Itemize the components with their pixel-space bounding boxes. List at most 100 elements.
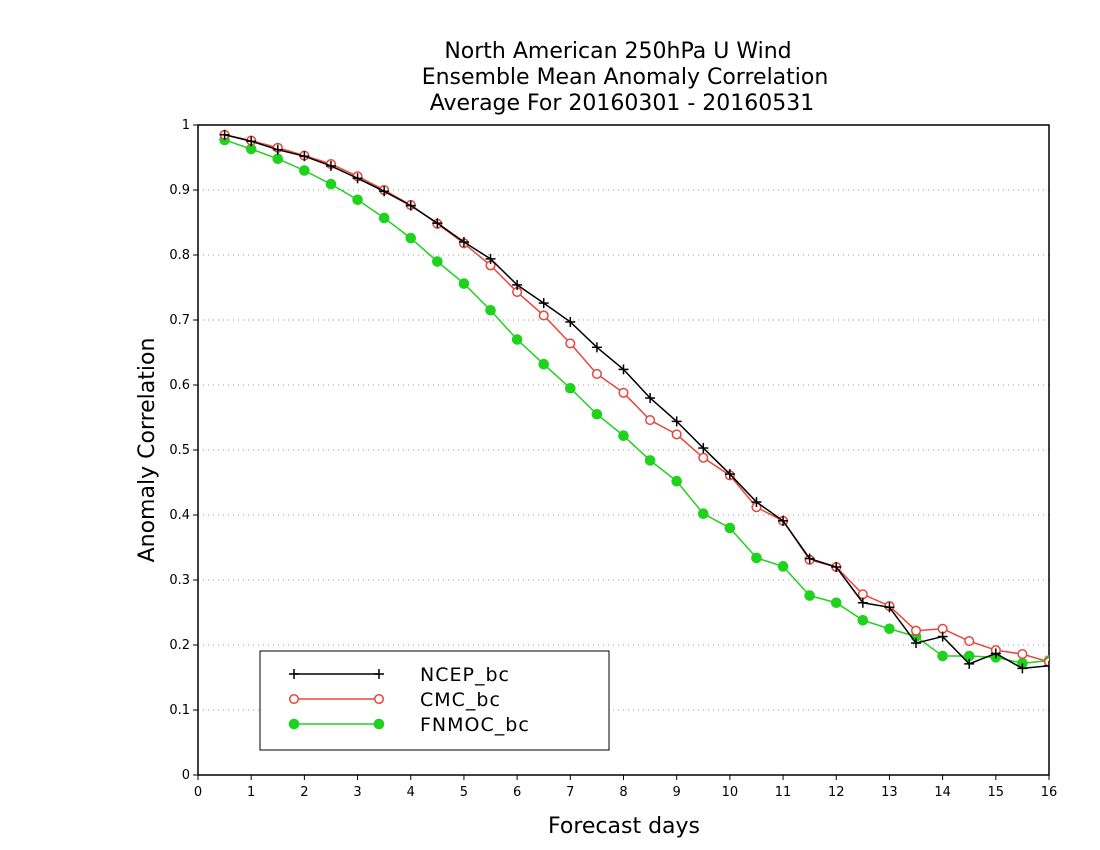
data-point [724, 469, 735, 480]
x-tick-label: 1 [247, 785, 255, 800]
legend-marker [374, 669, 384, 679]
data-point [299, 151, 310, 162]
data-point [964, 636, 975, 647]
legend-marker [289, 669, 299, 679]
x-tick-label: 3 [353, 785, 361, 800]
data-point [565, 382, 576, 394]
data-point [644, 455, 656, 466]
data-point [751, 497, 762, 507]
data-point [272, 144, 283, 155]
data-point [485, 253, 496, 264]
legend-entry: FNMOC_bc [288, 714, 530, 736]
data-point [777, 561, 789, 572]
data-point [538, 358, 550, 370]
data-point [432, 218, 443, 229]
grid-lines [198, 189, 1049, 711]
chart-title-line-1: North American 250hPa U Wind [444, 39, 791, 64]
y-tick-label: 0.1 [169, 703, 190, 718]
data-point [937, 650, 948, 662]
legend-box [259, 650, 610, 751]
data-point [804, 590, 815, 601]
x-tick-label: 15 [988, 785, 1005, 800]
data-point [804, 553, 815, 564]
data-point [405, 232, 417, 244]
y-tick-label: 0.6 [169, 378, 190, 393]
x-tick-label: 5 [460, 785, 468, 800]
data-point [751, 552, 762, 564]
data-point [964, 658, 975, 669]
data-point [1017, 649, 1028, 660]
data-point [458, 278, 470, 289]
x-tick-label: 7 [566, 785, 574, 800]
x-tick-label: 16 [1041, 785, 1058, 800]
plot-frame [197, 124, 1050, 776]
data-point [538, 310, 549, 321]
data-point [698, 443, 709, 454]
data-point [1044, 660, 1049, 671]
data-point [458, 237, 469, 247]
data-point [857, 597, 868, 608]
y-tick-label: 1 [182, 118, 190, 133]
data-point [511, 334, 523, 345]
series-ncep-bc [219, 129, 1049, 674]
data-point [671, 475, 682, 487]
data-point [1017, 663, 1028, 674]
data-point [565, 338, 576, 349]
data-point [485, 304, 496, 316]
x-tick-label: 8 [619, 785, 627, 800]
x-tick-label: 13 [881, 785, 898, 800]
data-point [697, 508, 709, 520]
y-axis-title: Anomaly Correlation [135, 338, 160, 563]
data-point [910, 625, 922, 636]
data-point [565, 316, 576, 327]
chart-title-line-2: Ensemble Mean Anomaly Correlation [422, 65, 829, 90]
data-point [937, 631, 948, 642]
series-line [224, 134, 1049, 670]
data-point [618, 430, 629, 442]
x-tick-label: 6 [513, 785, 521, 800]
series-fnmoc-bc [219, 134, 1049, 669]
legend-marker [288, 718, 300, 730]
x-tick-label: 2 [300, 785, 308, 800]
data-point [830, 597, 842, 609]
y-tick-label: 0 [182, 768, 190, 783]
data-point [352, 173, 363, 184]
legend-entry: CMC_bc [288, 689, 500, 711]
data-point [405, 200, 416, 211]
data-point [325, 160, 336, 171]
y-tick-label: 0.5 [169, 443, 190, 458]
y-tick-label: 0.4 [169, 508, 190, 523]
legend-label: NCEP_bc [420, 664, 510, 686]
legend-label: FNMOC_bc [420, 714, 530, 736]
series-lines [219, 129, 1049, 674]
chart-title: North American 250hPa U Wind Ensemble Me… [422, 39, 829, 116]
data-point [379, 186, 390, 197]
legend-marker [373, 718, 385, 730]
data-point [219, 129, 230, 140]
legend: NCEP_bc CMC_bc FNMOC_bc [259, 650, 610, 751]
data-point [618, 364, 629, 375]
data-point [645, 393, 656, 403]
data-point [778, 515, 789, 526]
y-tick-label: 0.8 [169, 248, 190, 263]
y-tick-label: 0.9 [169, 183, 190, 198]
x-tick-label: 11 [775, 785, 792, 800]
data-point [272, 153, 284, 165]
data-point [911, 638, 922, 649]
y-tick-label: 0.7 [169, 313, 190, 328]
data-point [884, 602, 895, 613]
x-axis-title: Forecast days [548, 814, 700, 839]
data-point [325, 178, 337, 190]
data-point [246, 136, 257, 147]
data-point [591, 408, 603, 420]
chart-title-line-3: Average For 20160301 - 20160531 [430, 91, 815, 116]
data-point [352, 194, 363, 206]
x-tick-label: 9 [673, 785, 681, 800]
x-tick-label: 4 [407, 785, 415, 800]
data-point [618, 387, 629, 398]
data-point [645, 415, 656, 426]
data-point [671, 429, 682, 440]
x-tick-label: 12 [828, 785, 845, 800]
data-point [724, 522, 736, 534]
data-point [591, 342, 602, 353]
